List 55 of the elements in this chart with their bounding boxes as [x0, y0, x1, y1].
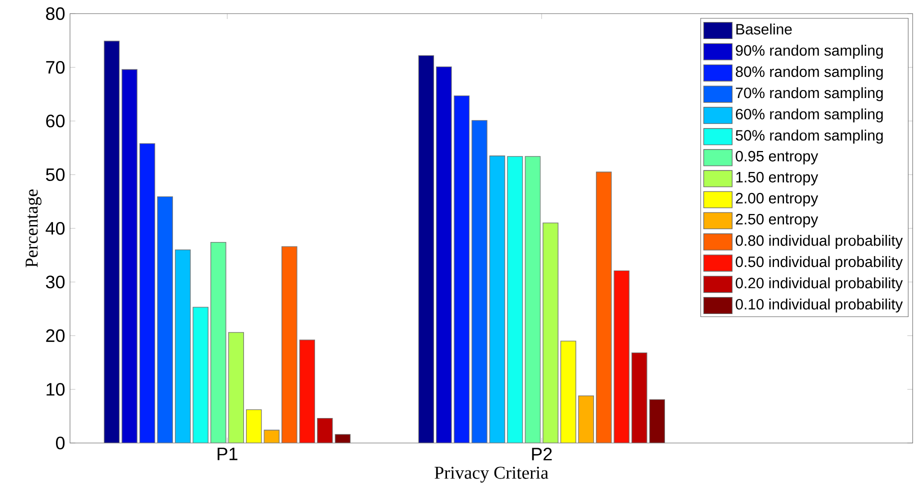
- bar: [614, 270, 630, 443]
- y-tick-label: 50: [46, 168, 65, 182]
- legend-label: 1.50 entropy: [736, 172, 818, 186]
- bar: [192, 306, 208, 443]
- x-tick-label: P1: [218, 448, 238, 460]
- bar: [578, 395, 594, 443]
- bar: [489, 156, 506, 443]
- bar: [174, 249, 191, 443]
- bar: [104, 40, 120, 443]
- y-tick-label: 70: [46, 60, 65, 74]
- x-axis-title: Privacy Criteria: [434, 466, 548, 483]
- bar: [228, 332, 244, 443]
- legend-label: 0.10 individual probability: [736, 298, 903, 312]
- bar: [649, 399, 665, 443]
- bar: [157, 196, 173, 443]
- bar: [472, 120, 488, 443]
- bar: [542, 222, 558, 443]
- y-tick-label: 0: [56, 436, 65, 450]
- bar: [596, 172, 612, 443]
- bar: [139, 143, 156, 443]
- bar: [454, 95, 470, 443]
- bar: [334, 434, 351, 443]
- x-tick-label: P2: [532, 448, 552, 460]
- legend-label: 0.20 individual probability: [736, 277, 903, 292]
- y-tick-label: 10: [46, 382, 65, 396]
- bar: [560, 340, 576, 443]
- legend-label: 80% random sampling: [736, 66, 883, 80]
- bar: [210, 242, 226, 443]
- y-tick-label: 20: [46, 329, 65, 342]
- y-tick-label: 80: [46, 7, 65, 20]
- bar: [631, 352, 648, 443]
- legend-label: 0.50 individual probability: [736, 256, 903, 270]
- legend-label: 50% random sampling: [736, 130, 883, 144]
- y-tick-label: 60: [46, 114, 65, 128]
- legend-label: 60% random sampling: [736, 108, 883, 122]
- bar: [299, 340, 316, 443]
- legend-label: 2.50 entropy: [736, 214, 818, 228]
- bar: [317, 418, 333, 443]
- y-tick-label: 40: [46, 222, 65, 235]
- y-axis-title: Percentage: [26, 189, 42, 268]
- legend-label: 70% random sampling: [736, 87, 883, 102]
- bar: [436, 66, 452, 443]
- legend-label: 90% random sampling: [736, 44, 883, 59]
- bar: [122, 69, 138, 443]
- bar: [246, 409, 262, 443]
- y-tick-label: 30: [46, 276, 65, 288]
- bar: [418, 55, 434, 443]
- legend-label: 2.00 entropy: [736, 192, 818, 206]
- bar: [507, 156, 523, 443]
- legend-label: Baseline: [736, 24, 792, 35]
- bar: [524, 156, 541, 443]
- bar: [264, 430, 280, 443]
- bar: [282, 246, 298, 443]
- legend-label: 0.80 individual probability: [736, 234, 903, 249]
- legend-label: 0.95 entropy: [736, 150, 818, 164]
